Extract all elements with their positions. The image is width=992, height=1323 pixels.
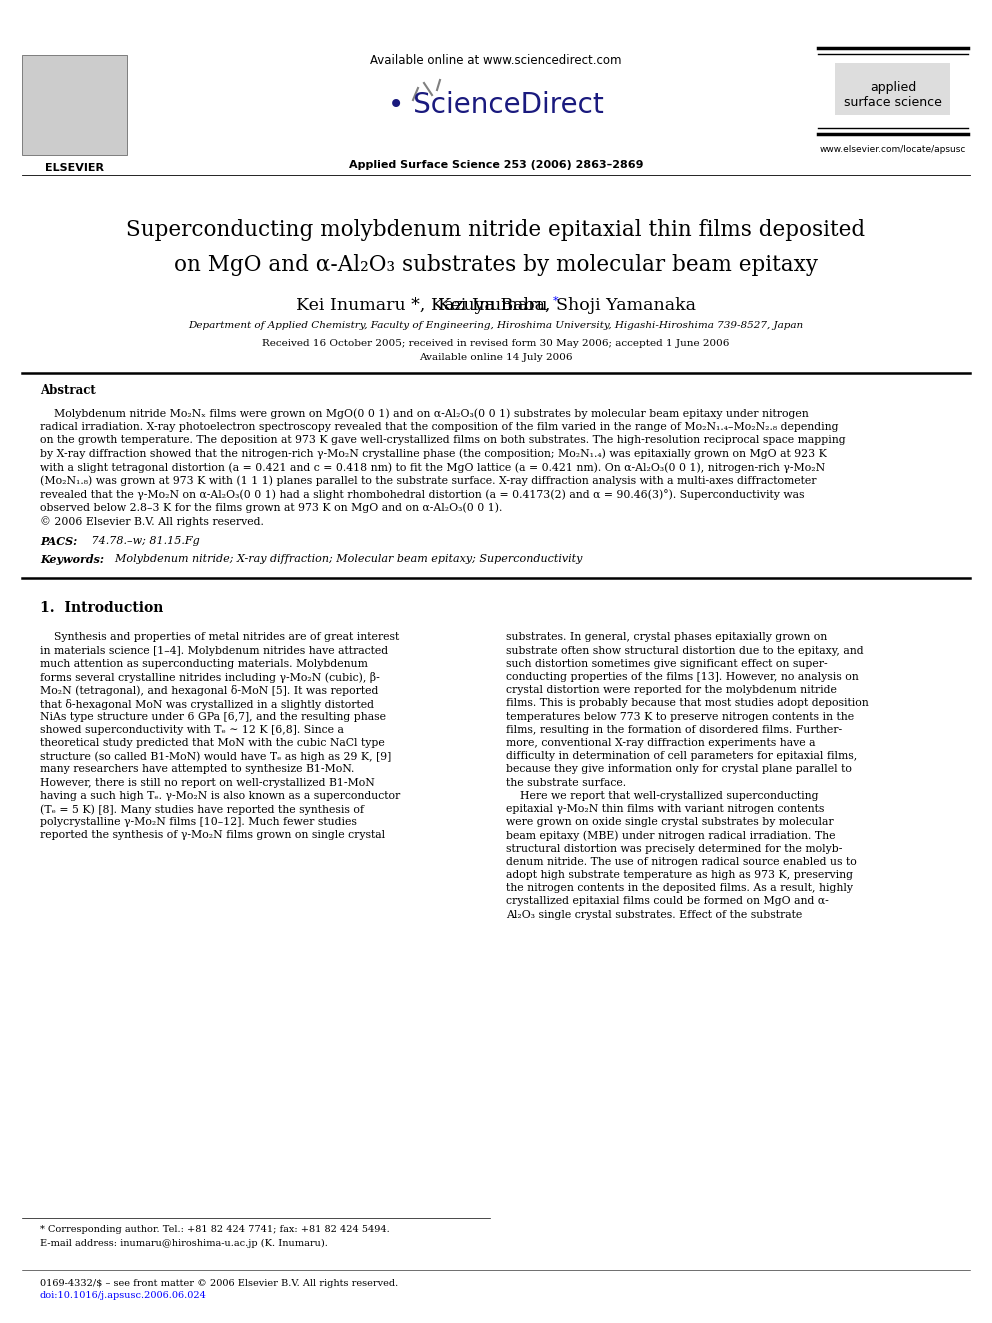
Text: difficulty in determination of cell parameters for epitaxial films,: difficulty in determination of cell para…	[506, 751, 857, 761]
Text: crystallized epitaxial films could be formed on MgO and α-: crystallized epitaxial films could be fo…	[506, 897, 828, 906]
Text: polycrystalline γ-Mo₂N films [10–12]. Much fewer studies: polycrystalline γ-Mo₂N films [10–12]. Mu…	[40, 818, 357, 827]
Text: denum nitride. The use of nitrogen radical source enabled us to: denum nitride. The use of nitrogen radic…	[506, 857, 857, 867]
Text: because they give information only for crystal plane parallel to: because they give information only for c…	[506, 765, 852, 774]
Text: on MgO and α-Al₂O₃ substrates by molecular beam epitaxy: on MgO and α-Al₂O₃ substrates by molecul…	[174, 254, 818, 277]
Text: Available online 14 July 2006: Available online 14 July 2006	[420, 352, 572, 361]
Text: much attention as superconducting materials. Molybdenum: much attention as superconducting materi…	[40, 659, 368, 669]
Text: epitaxial γ-Mo₂N thin films with variant nitrogen contents: epitaxial γ-Mo₂N thin films with variant…	[506, 804, 824, 814]
Text: theoretical study predicted that MoN with the cubic NaCl type: theoretical study predicted that MoN wit…	[40, 738, 385, 747]
Text: substrates. In general, crystal phases epitaxially grown on: substrates. In general, crystal phases e…	[506, 632, 827, 643]
Text: Kei Inumaru: Kei Inumaru	[438, 296, 554, 314]
Text: the substrate surface.: the substrate surface.	[506, 778, 626, 787]
Text: many researchers have attempted to synthesize B1-MoN.: many researchers have attempted to synth…	[40, 765, 354, 774]
Text: • ScienceDirect: • ScienceDirect	[388, 91, 604, 119]
Text: beam epitaxy (MBE) under nitrogen radical irradiation. The: beam epitaxy (MBE) under nitrogen radica…	[506, 831, 835, 841]
Text: E-mail address: inumaru@hiroshima-u.ac.jp (K. Inumaru).: E-mail address: inumaru@hiroshima-u.ac.j…	[40, 1238, 328, 1248]
Text: Mo₂N (tetragonal), and hexagonal δ-MoN [5]. It was reported: Mo₂N (tetragonal), and hexagonal δ-MoN […	[40, 685, 378, 696]
Text: ELSEVIER: ELSEVIER	[45, 163, 103, 173]
Text: Available online at www.sciencedirect.com: Available online at www.sciencedirect.co…	[370, 53, 622, 66]
Text: (Mo₂N₁.₈) was grown at 973 K with (1 1 1) planes parallel to the substrate surfa: (Mo₂N₁.₈) was grown at 973 K with (1 1 1…	[40, 475, 816, 486]
Text: reported the synthesis of γ-Mo₂N films grown on single crystal: reported the synthesis of γ-Mo₂N films g…	[40, 831, 385, 840]
Text: *: *	[553, 296, 558, 306]
Text: Received 16 October 2005; received in revised form 30 May 2006; accepted 1 June : Received 16 October 2005; received in re…	[262, 339, 730, 348]
Text: crystal distortion were reported for the molybdenum nitride: crystal distortion were reported for the…	[506, 685, 837, 696]
Text: the nitrogen contents in the deposited films. As a result, highly: the nitrogen contents in the deposited f…	[506, 884, 853, 893]
Text: www.elsevier.com/locate/apsusc: www.elsevier.com/locate/apsusc	[819, 146, 966, 155]
Text: structural distortion was precisely determined for the molyb-: structural distortion was precisely dete…	[506, 844, 842, 853]
Text: Molybdenum nitride Mo₂Nₓ films were grown on MgO(0 0 1) and on α-Al₂O₃(0 0 1) su: Molybdenum nitride Mo₂Nₓ films were grow…	[40, 407, 808, 418]
Text: forms several crystalline nitrides including γ-Mo₂N (cubic), β-: forms several crystalline nitrides inclu…	[40, 672, 380, 683]
Text: in materials science [1–4]. Molybdenum nitrides have attracted: in materials science [1–4]. Molybdenum n…	[40, 646, 388, 656]
Text: by X-ray diffraction showed that the nitrogen-rich γ-Mo₂N crystalline phase (the: by X-ray diffraction showed that the nit…	[40, 448, 827, 459]
Text: NiAs type structure under 6 GPa [6,7], and the resulting phase: NiAs type structure under 6 GPa [6,7], a…	[40, 712, 386, 722]
Text: Keywords:: Keywords:	[40, 554, 104, 565]
Text: were grown on oxide single crystal substrates by molecular: were grown on oxide single crystal subst…	[506, 818, 833, 827]
Text: 74.78.–w; 81.15.Fg: 74.78.–w; 81.15.Fg	[88, 537, 199, 546]
Bar	[22, 56, 127, 155]
Text: surface science: surface science	[844, 95, 942, 108]
Text: Abstract: Abstract	[40, 385, 96, 397]
Text: more, conventional X-ray diffraction experiments have a: more, conventional X-ray diffraction exp…	[506, 738, 815, 747]
Text: Here we report that well-crystallized superconducting: Here we report that well-crystallized su…	[506, 791, 818, 800]
Text: having a such high Tₑ. γ-Mo₂N is also known as a superconductor: having a such high Tₑ. γ-Mo₂N is also kn…	[40, 791, 400, 800]
Text: Department of Applied Chemistry, Faculty of Engineering, Hiroshima University, H: Department of Applied Chemistry, Faculty…	[188, 321, 804, 331]
Text: showed superconductivity with Tₑ ∼ 12 K [6,8]. Since a: showed superconductivity with Tₑ ∼ 12 K …	[40, 725, 344, 734]
Text: doi:10.1016/j.apsusc.2006.06.024: doi:10.1016/j.apsusc.2006.06.024	[40, 1291, 207, 1301]
Text: revealed that the γ-Mo₂N on α-Al₂O₃(0 0 1) had a slight rhombohedral distortion : revealed that the γ-Mo₂N on α-Al₂O₃(0 0 …	[40, 490, 805, 500]
Text: that δ-hexagonal MoN was crystallized in a slightly distorted: that δ-hexagonal MoN was crystallized in…	[40, 699, 374, 709]
Text: on the growth temperature. The deposition at 973 K gave well-crystallized films : on the growth temperature. The depositio…	[40, 435, 845, 445]
Text: radical irradiation. X-ray photoelectron spectroscopy revealed that the composit: radical irradiation. X-ray photoelectron…	[40, 422, 838, 431]
Text: Superconducting molybdenum nitride epitaxial thin films deposited: Superconducting molybdenum nitride epita…	[126, 220, 866, 241]
Text: 0169-4332/$ – see front matter © 2006 Elsevier B.V. All rights reserved.: 0169-4332/$ – see front matter © 2006 El…	[40, 1278, 398, 1287]
Text: Synthesis and properties of metal nitrides are of great interest: Synthesis and properties of metal nitrid…	[40, 632, 399, 643]
Text: films. This is probably because that most studies adopt deposition: films. This is probably because that mos…	[506, 699, 869, 709]
Text: © 2006 Elsevier B.V. All rights reserved.: © 2006 Elsevier B.V. All rights reserved…	[40, 516, 264, 527]
Text: conducting properties of the films [13]. However, no analysis on: conducting properties of the films [13].…	[506, 672, 859, 683]
Text: films, resulting in the formation of disordered films. Further-: films, resulting in the formation of dis…	[506, 725, 842, 734]
Text: structure (so called B1-MoN) would have Tₑ as high as 29 K, [9]: structure (so called B1-MoN) would have …	[40, 751, 391, 762]
Text: However, there is still no report on well-crystallized B1-MoN: However, there is still no report on wel…	[40, 778, 375, 787]
Text: Applied Surface Science 253 (2006) 2863–2869: Applied Surface Science 253 (2006) 2863–…	[349, 160, 643, 169]
Text: with a slight tetragonal distortion (a = 0.421 and c = 0.418 nm) to fit the MgO : with a slight tetragonal distortion (a =…	[40, 462, 825, 472]
Text: observed below 2.8–3 K for the films grown at 973 K on MgO and on α-Al₂O₃(0 0 1): observed below 2.8–3 K for the films gro…	[40, 503, 502, 513]
Text: substrate often show structural distortion due to the epitaxy, and: substrate often show structural distorti…	[506, 646, 864, 656]
Text: Kei Inumaru *, Kazuya Baba, Shoji Yamanaka: Kei Inumaru *, Kazuya Baba, Shoji Yamana…	[296, 296, 696, 314]
Text: applied: applied	[870, 82, 917, 94]
Text: (Tₑ = 5 K) [8]. Many studies have reported the synthesis of: (Tₑ = 5 K) [8]. Many studies have report…	[40, 804, 364, 815]
Text: such distortion sometimes give significant effect on super-: such distortion sometimes give significa…	[506, 659, 827, 669]
Bar	[835, 64, 950, 115]
Text: Molybdenum nitride; X-ray diffraction; Molecular beam epitaxy; Superconductivity: Molybdenum nitride; X-ray diffraction; M…	[108, 554, 582, 565]
Text: * Corresponding author. Tel.: +81 82 424 7741; fax: +81 82 424 5494.: * Corresponding author. Tel.: +81 82 424…	[40, 1225, 390, 1234]
Text: Al₂O₃ single crystal substrates. Effect of the substrate: Al₂O₃ single crystal substrates. Effect …	[506, 910, 803, 919]
Text: 1.  Introduction: 1. Introduction	[40, 601, 164, 614]
Text: PACS:: PACS:	[40, 536, 77, 546]
Text: adopt high substrate temperature as high as 973 K, preserving: adopt high substrate temperature as high…	[506, 871, 853, 880]
Text: temperatures below 773 K to preserve nitrogen contents in the: temperatures below 773 K to preserve nit…	[506, 712, 854, 722]
